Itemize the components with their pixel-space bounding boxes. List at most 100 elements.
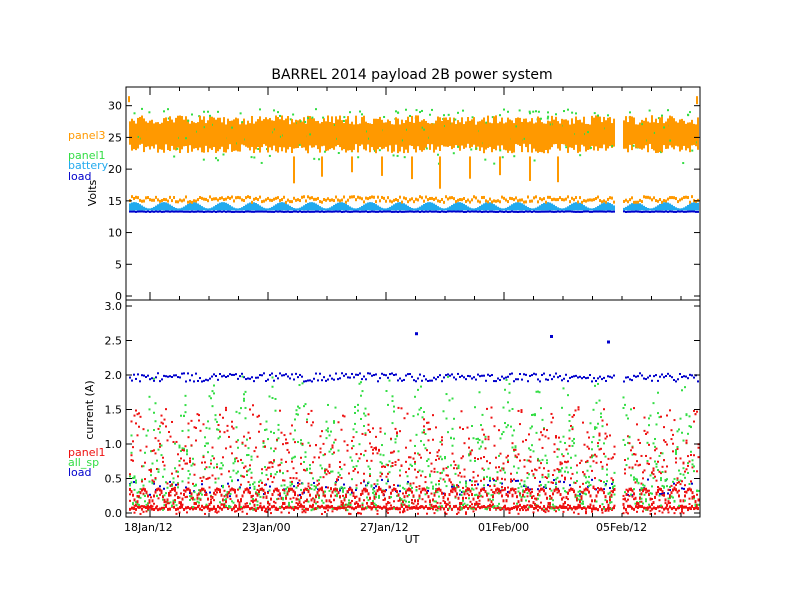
panel1-current-point [300, 495, 302, 499]
all_sp-current-point [207, 420, 209, 423]
load-voltage-point [687, 210, 689, 213]
load-current-point [261, 374, 263, 377]
panel1-current-point [303, 501, 305, 504]
panel3-voltage-point [485, 122, 487, 150]
load-current-point [667, 492, 669, 495]
all_sp-current-point [246, 454, 248, 457]
panel3-voltage-point [135, 123, 137, 151]
panel3-voltage-point [659, 198, 661, 202]
load-current-point [387, 480, 389, 483]
load-current-point [659, 375, 661, 378]
panel1-current-point [393, 450, 395, 453]
all_sp-current-point [190, 464, 193, 467]
panel1-current-point [175, 512, 178, 515]
panel1-current-point [499, 508, 502, 511]
load-voltage-point [627, 210, 629, 213]
panel3-voltage-point [189, 123, 191, 146]
panel3-voltage-point [657, 199, 659, 203]
panel1-voltage-point [567, 108, 569, 111]
panel3-voltage-point [465, 121, 467, 148]
all_sp-current-point [630, 493, 632, 496]
panel1-current-point [471, 484, 473, 487]
panel1-current-point [237, 508, 239, 511]
panel1-voltage-point [629, 111, 631, 114]
panel1-current-point [479, 506, 481, 510]
panel1-current-point [579, 505, 581, 509]
load-current-point [597, 377, 599, 380]
panel1-current-point [441, 436, 443, 439]
panel1-current-point [550, 496, 553, 500]
panel1-voltage-point [309, 133, 312, 136]
panel1-current-point [337, 475, 340, 478]
load-voltage-point [567, 210, 569, 213]
panel1-current-point [673, 506, 675, 510]
panel3-voltage-point [573, 123, 575, 150]
battery-voltage-point [171, 205, 173, 211]
panel1-current-point [658, 499, 661, 502]
voltage-y-tick-label: 5 [115, 258, 122, 271]
panel1-current-point [283, 434, 286, 437]
panel1-current-point [654, 449, 656, 452]
panel1-current-point [682, 512, 685, 515]
panel1-current-point [277, 497, 280, 500]
panel1-current-point [667, 511, 670, 514]
panel3-voltage-point [529, 199, 531, 203]
panel1-current-point [498, 429, 500, 432]
load-voltage-point [517, 210, 519, 213]
panel1-current-point [336, 478, 338, 481]
battery-voltage-point [203, 207, 205, 211]
panel1-current-point [258, 490, 260, 494]
battery-voltage-point [687, 204, 689, 211]
panel1-current-point [297, 502, 299, 506]
all_sp-current-point [544, 483, 547, 486]
panel3-voltage-point [155, 195, 157, 199]
battery-voltage-point [347, 205, 349, 211]
all_sp-current-point [568, 429, 571, 432]
load-current-point [419, 373, 421, 376]
all_sp-current-point [376, 483, 379, 486]
panel1-current-point [294, 505, 296, 508]
load-voltage-point [345, 210, 347, 213]
panel1-current-point [231, 420, 233, 423]
all_sp-current-point [480, 424, 482, 427]
load-current-point [381, 478, 383, 481]
panel1-current-point [144, 478, 146, 481]
panel1-current-point [186, 487, 188, 491]
battery-voltage-point [181, 207, 183, 211]
panel3-voltage-point [613, 118, 615, 147]
all_sp-current-point [454, 496, 457, 499]
panel1-current-point [492, 495, 494, 499]
all_sp-current-point [387, 403, 389, 406]
panel3-voltage-point [185, 195, 187, 199]
all_sp-current-point [216, 420, 218, 423]
load-voltage-point [239, 210, 241, 213]
load-voltage-point [263, 210, 265, 213]
panel3-voltage-point [491, 200, 493, 204]
panel1-current-point [226, 424, 229, 427]
panel1-current-point [403, 503, 406, 506]
panel1-current-point [403, 495, 406, 499]
load-current-point [661, 373, 663, 376]
panel1-current-point [457, 485, 460, 488]
panel3-voltage-point [673, 118, 675, 150]
panel1-current-point [232, 427, 235, 430]
battery-voltage-point [211, 207, 213, 211]
panel1-current-point [403, 507, 405, 511]
panel1-current-point [413, 505, 415, 509]
panel3-voltage-point [321, 122, 323, 147]
panel1-current-point [598, 488, 601, 492]
panel1-current-point [498, 466, 500, 469]
panel1-current-point [373, 447, 376, 450]
battery-voltage-point [471, 208, 473, 211]
panel1-current-point [612, 490, 614, 494]
panel1-current-point [672, 450, 674, 453]
load-voltage-point [215, 210, 217, 213]
all_sp-current-point [372, 500, 374, 503]
panel1-current-point [567, 507, 569, 511]
panel1-current-point [687, 464, 689, 467]
panel3-voltage-point [179, 115, 181, 154]
load-voltage-point [431, 210, 433, 213]
panel1-current-point [696, 470, 698, 473]
load-voltage-point [299, 210, 301, 213]
all_sp-current-point [160, 444, 163, 447]
